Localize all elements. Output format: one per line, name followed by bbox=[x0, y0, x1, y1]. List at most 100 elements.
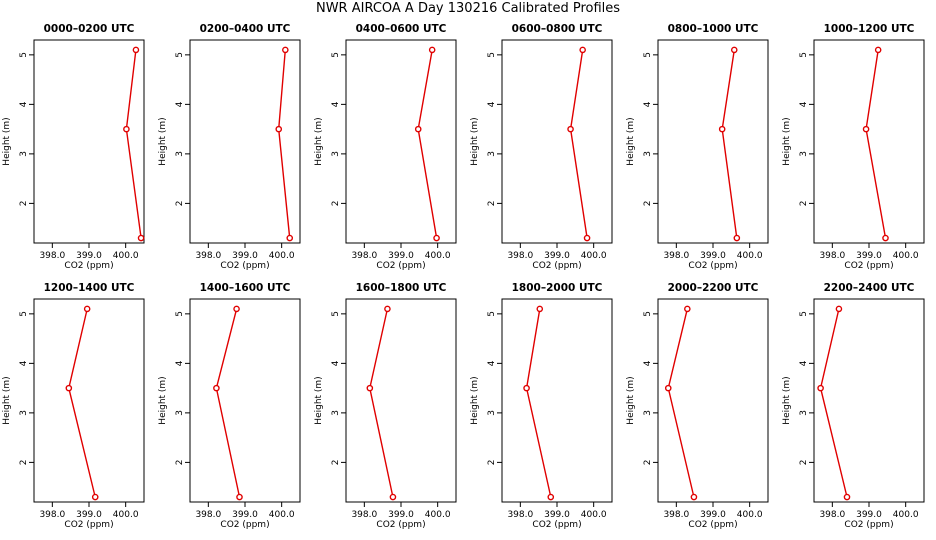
y-tick-label: 2 bbox=[331, 201, 341, 207]
panel-title: 1400–1600 UTC bbox=[200, 282, 291, 294]
panel: 1000–1200 UTC 398.0 399.0 400.0 2 3 4 5 CO2 (ppm… bbox=[782, 23, 925, 271]
panel: 1400–1600 UTC 398.0 399.0 400.0 2 3 4 5 CO2 (ppm… bbox=[158, 282, 301, 530]
data-point bbox=[213, 384, 220, 392]
panel-title: 1600–1800 UTC bbox=[356, 282, 447, 294]
data-point bbox=[389, 493, 397, 501]
y-tick-label: 3 bbox=[175, 151, 185, 157]
panel-title: 0600–0800 UTC bbox=[512, 23, 603, 35]
panel-title: 0800–1000 UTC bbox=[668, 23, 759, 35]
y-tick-label: 2 bbox=[19, 460, 29, 466]
panel-title: 1800–2000 UTC bbox=[512, 282, 603, 294]
x-tick-label: 400.0 bbox=[581, 251, 607, 261]
panel: 2200–2400 UTC 398.0 399.0 400.0 2 3 4 5 CO2 (ppm… bbox=[782, 282, 925, 530]
profile-line bbox=[721, 49, 738, 239]
y-tick-label: 5 bbox=[487, 52, 497, 58]
profile-line bbox=[667, 308, 695, 498]
profile-line bbox=[417, 49, 438, 239]
x-tick-label: 400.0 bbox=[269, 510, 295, 520]
panel-title: 1000–1200 UTC bbox=[824, 23, 915, 35]
data-point bbox=[428, 46, 436, 54]
data-point bbox=[583, 234, 591, 242]
x-tick-label: 399.0 bbox=[544, 251, 570, 261]
x-tick-label: 398.0 bbox=[195, 251, 221, 261]
y-tick-label: 3 bbox=[331, 410, 341, 416]
x-tick-label: 400.0 bbox=[425, 510, 451, 520]
data-point bbox=[536, 305, 544, 313]
x-tick-label: 400.0 bbox=[893, 251, 919, 261]
data-point bbox=[433, 234, 440, 242]
profile-line bbox=[68, 308, 96, 498]
data-point bbox=[132, 46, 140, 54]
plot-frame bbox=[501, 298, 613, 503]
y-tick-label: 3 bbox=[19, 151, 29, 157]
y-tick-label: 4 bbox=[799, 101, 809, 107]
y-tick-label: 4 bbox=[331, 101, 341, 107]
plot-frame bbox=[345, 39, 457, 244]
y-tick-label: 2 bbox=[175, 201, 185, 207]
x-axis-label: CO2 (ppm) bbox=[376, 520, 425, 530]
y-tick-label: 4 bbox=[331, 360, 341, 366]
y-tick-label: 5 bbox=[799, 52, 809, 58]
x-tick-label: 399.0 bbox=[856, 251, 882, 261]
y-axis-label: Height (m) bbox=[158, 376, 168, 424]
x-tick-label: 400.0 bbox=[425, 251, 451, 261]
x-axis-label: CO2 (ppm) bbox=[532, 520, 581, 530]
x-tick-label: 399.0 bbox=[76, 251, 102, 261]
y-tick-label: 3 bbox=[799, 410, 809, 416]
x-tick-label: 399.0 bbox=[700, 510, 726, 520]
y-tick-label: 5 bbox=[175, 52, 185, 58]
data-point bbox=[414, 125, 422, 133]
x-tick-label: 398.0 bbox=[39, 251, 65, 261]
y-tick-label: 4 bbox=[799, 360, 809, 366]
data-point bbox=[730, 46, 738, 54]
y-tick-label: 5 bbox=[19, 311, 29, 317]
y-tick-label: 2 bbox=[487, 201, 497, 207]
x-tick-label: 399.0 bbox=[856, 510, 882, 520]
plot-frame bbox=[501, 39, 613, 244]
profile-line bbox=[215, 308, 241, 498]
panel: 1800–2000 UTC 398.0 399.0 400.0 2 3 4 5 CO2 (ppm… bbox=[470, 282, 613, 530]
y-tick-label: 5 bbox=[487, 311, 497, 317]
panel: 1200–1400 UTC 398.0 399.0 400.0 2 3 4 5 CO2 (ppm… bbox=[2, 282, 145, 530]
y-axis-label: Height (m) bbox=[626, 376, 636, 424]
x-tick-label: 398.0 bbox=[507, 510, 533, 520]
data-point bbox=[579, 46, 586, 54]
x-tick-label: 400.0 bbox=[113, 251, 139, 261]
x-tick-label: 398.0 bbox=[663, 510, 689, 520]
data-point bbox=[862, 125, 870, 133]
panel: 0000–0200 UTC 398.0 399.0 400.0 2 3 4 5 CO2 (ppm… bbox=[2, 23, 145, 271]
x-tick-label: 398.0 bbox=[819, 251, 845, 261]
data-point bbox=[882, 234, 889, 242]
data-point bbox=[664, 384, 672, 392]
y-tick-label: 5 bbox=[331, 52, 341, 58]
y-tick-label: 4 bbox=[643, 360, 653, 366]
x-tick-label: 398.0 bbox=[819, 510, 845, 520]
y-tick-label: 5 bbox=[643, 311, 653, 317]
data-point bbox=[523, 384, 530, 392]
x-tick-label: 399.0 bbox=[388, 251, 414, 261]
x-tick-label: 399.0 bbox=[388, 510, 414, 520]
y-tick-label: 3 bbox=[331, 151, 341, 157]
data-point bbox=[874, 46, 882, 54]
x-axis-label: CO2 (ppm) bbox=[844, 261, 893, 271]
x-axis-label: CO2 (ppm) bbox=[64, 520, 113, 530]
panel-title: 2200–2400 UTC bbox=[824, 282, 915, 294]
data-point bbox=[91, 493, 99, 501]
panel: 2000–2200 UTC 398.0 399.0 400.0 2 3 4 5 CO2 (ppm… bbox=[626, 282, 769, 530]
data-point bbox=[275, 125, 283, 133]
x-tick-label: 398.0 bbox=[351, 251, 377, 261]
y-tick-label: 5 bbox=[643, 52, 653, 58]
panel: 0400–0600 UTC 398.0 399.0 400.0 2 3 4 5 CO2 (ppm… bbox=[314, 23, 457, 271]
y-tick-label: 4 bbox=[487, 360, 497, 366]
y-tick-label: 2 bbox=[19, 201, 29, 207]
panel-title: 0200–0400 UTC bbox=[200, 23, 291, 35]
plot-frame bbox=[345, 298, 457, 503]
x-tick-label: 399.0 bbox=[76, 510, 102, 520]
data-point bbox=[684, 305, 691, 313]
y-tick-label: 3 bbox=[643, 410, 653, 416]
data-point bbox=[65, 384, 73, 392]
data-point bbox=[547, 493, 555, 501]
x-tick-label: 399.0 bbox=[544, 510, 570, 520]
x-tick-label: 400.0 bbox=[737, 510, 763, 520]
